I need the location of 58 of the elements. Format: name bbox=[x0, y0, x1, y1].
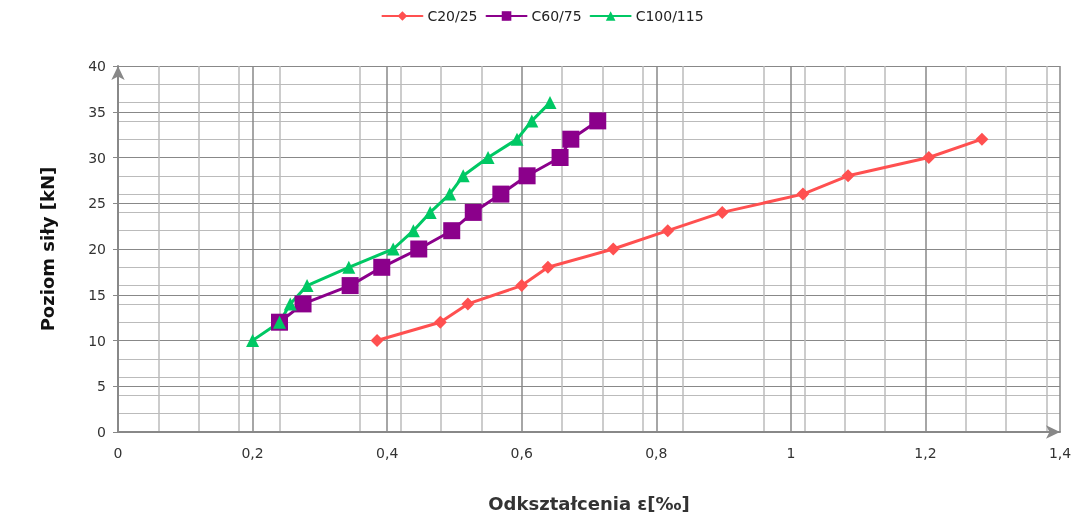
point bbox=[481, 151, 495, 164]
point bbox=[715, 205, 729, 219]
point bbox=[443, 222, 461, 240]
point bbox=[515, 279, 529, 293]
point bbox=[423, 205, 437, 219]
point bbox=[456, 169, 470, 183]
point bbox=[406, 224, 420, 238]
y-tick-label: 25 bbox=[88, 195, 106, 212]
x-axis-title: Odkształcenia ε[‰] bbox=[488, 492, 690, 514]
point bbox=[922, 151, 936, 164]
x-tick-label: 0,2 bbox=[241, 445, 264, 461]
legend-label: C60/75 bbox=[531, 8, 582, 24]
y-tick-label: 5 bbox=[97, 378, 106, 395]
point bbox=[246, 334, 260, 347]
y-tick-label: 0 bbox=[97, 424, 106, 440]
point bbox=[541, 260, 555, 274]
point bbox=[386, 242, 400, 256]
point bbox=[661, 224, 675, 238]
point bbox=[443, 187, 457, 201]
point bbox=[341, 277, 359, 295]
point bbox=[518, 167, 536, 185]
legend-label: C100/115 bbox=[635, 8, 704, 24]
y-axis-title: Poziom siły [kN] bbox=[36, 166, 58, 332]
point bbox=[410, 240, 428, 258]
point bbox=[589, 112, 607, 130]
point bbox=[525, 114, 539, 128]
point bbox=[461, 297, 475, 311]
y-tick-label: 10 bbox=[88, 332, 106, 349]
point bbox=[373, 258, 391, 276]
point bbox=[562, 130, 580, 148]
y-tick-label: 40 bbox=[88, 58, 106, 74]
point bbox=[300, 279, 314, 293]
point bbox=[342, 260, 356, 274]
legend-label: C20/25 bbox=[427, 8, 478, 24]
point bbox=[975, 132, 989, 146]
y-tick-label: 20 bbox=[88, 241, 106, 257]
x-tick-label: 1 bbox=[786, 445, 796, 461]
point bbox=[283, 297, 297, 311]
x-tick-label: 0,4 bbox=[376, 445, 399, 461]
point bbox=[370, 334, 384, 347]
point bbox=[606, 242, 620, 256]
x-tick-label: 1,2 bbox=[914, 445, 937, 461]
y-tick-label: 30 bbox=[88, 149, 106, 166]
x-tick-label: 1,4 bbox=[1048, 445, 1072, 461]
point bbox=[433, 315, 447, 329]
point bbox=[841, 169, 855, 183]
x-tick-label: 0,6 bbox=[510, 445, 533, 461]
point bbox=[464, 203, 482, 221]
point bbox=[294, 295, 312, 313]
y-tick-label: 15 bbox=[88, 286, 106, 303]
x-tick-label: 0 bbox=[113, 445, 123, 461]
y-tick-label: 35 bbox=[88, 103, 106, 120]
point bbox=[551, 149, 569, 166]
point bbox=[492, 185, 510, 203]
point bbox=[543, 96, 557, 110]
x-tick-label: 0,8 bbox=[645, 445, 668, 461]
point bbox=[796, 187, 810, 201]
point bbox=[510, 132, 524, 146]
